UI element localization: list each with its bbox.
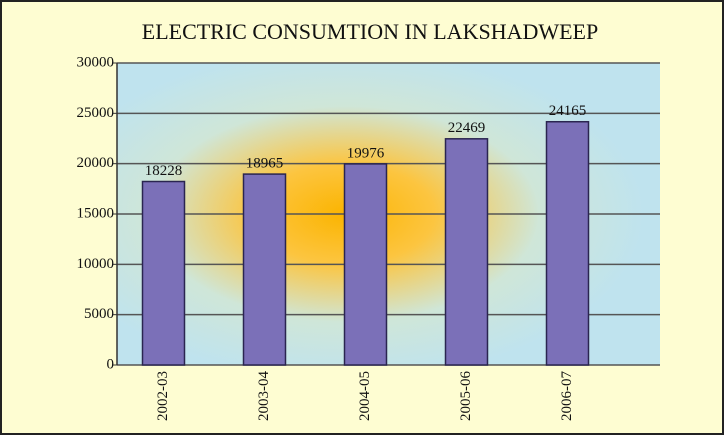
bar [343,163,388,366]
y-tick-label: 20000 [77,155,115,171]
value-label: 18228 [145,163,183,179]
bar [242,173,287,366]
chart-title: ELECTRIC CONSUMTION IN LAKSHADWEEP [142,19,598,44]
y-tick-label: 15000 [77,205,115,221]
bar [444,138,489,366]
value-label: 22469 [448,120,486,136]
value-label: 18965 [246,156,284,172]
x-tick-label: 2006-07 [559,371,575,421]
bar [141,180,186,366]
x-tick-label: 2003-04 [256,371,272,421]
x-tick-label: 2002-03 [155,371,171,421]
y-tick-label: 5000 [84,306,114,322]
y-tick-label: 10000 [77,256,115,272]
x-tick-label: 2005-06 [458,371,474,421]
y-tick-label: 0 [107,356,115,372]
y-tick-label: 25000 [77,105,115,121]
value-label: 24165 [549,103,587,119]
x-tick-label: 2004-05 [357,371,373,421]
y-tick-label: 30000 [77,54,115,70]
value-label: 19976 [347,145,385,161]
bar [545,120,590,366]
